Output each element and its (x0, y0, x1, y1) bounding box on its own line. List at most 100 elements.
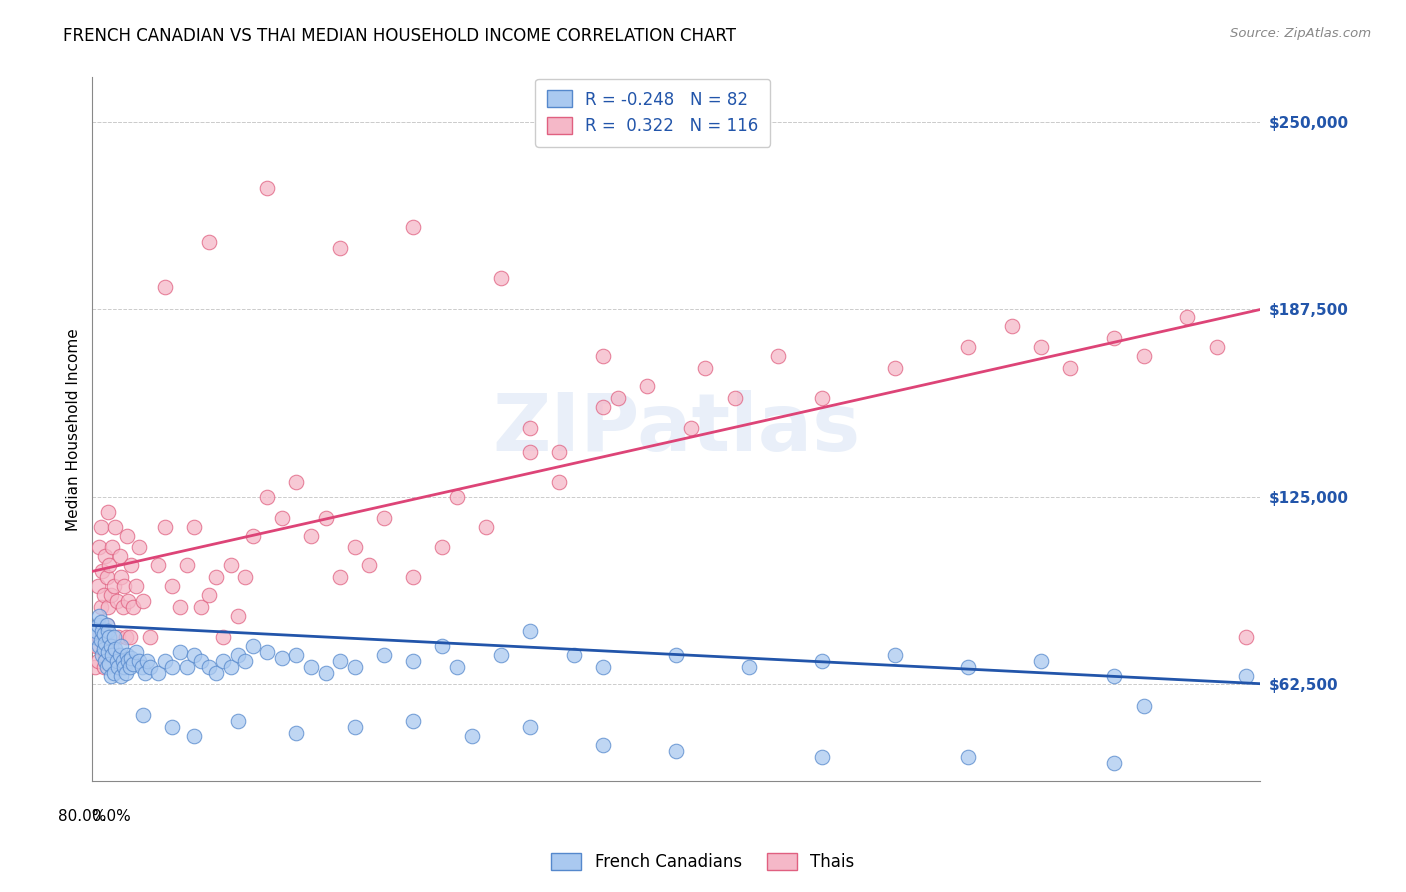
Point (136, 654, 159, 668)
Point (242, 640, 264, 654)
Point (101, 648, 124, 663)
Text: FRENCH CANADIAN VS THAI MEDIAN HOUSEHOLD INCOME CORRELATION CHART: FRENCH CANADIAN VS THAI MEDIAN HOUSEHOLD… (63, 27, 737, 45)
Point (162, 660, 184, 674)
Point (190, 654, 212, 668)
Point (103, 666, 125, 681)
Point (100, 669, 122, 683)
Point (162, 579, 184, 593)
Point (105, 654, 128, 668)
Point (1175, 310, 1198, 324)
Point (695, 360, 717, 375)
Point (89, 609, 111, 624)
Point (359, 558, 381, 573)
Point (226, 648, 249, 663)
Point (96, 618, 118, 632)
Point (432, 541, 454, 555)
Point (212, 654, 235, 668)
Point (94, 549, 117, 564)
Point (118, 660, 141, 674)
Point (120, 651, 142, 665)
Point (117, 594, 139, 608)
Text: Source: ZipAtlas.com: Source: ZipAtlas.com (1230, 27, 1371, 40)
Point (90, 600, 112, 615)
Point (94, 636, 117, 650)
Point (104, 642, 127, 657)
Point (183, 519, 205, 533)
Point (121, 657, 143, 672)
Point (153, 519, 176, 533)
Point (592, 738, 614, 752)
Point (134, 666, 156, 681)
Point (93, 642, 115, 657)
Point (97, 624, 120, 639)
Point (190, 600, 212, 615)
Point (329, 654, 352, 668)
Point (183, 729, 205, 743)
Point (97, 645, 120, 659)
Point (96, 660, 118, 674)
Point (219, 558, 242, 573)
Point (299, 660, 322, 674)
Point (86, 624, 108, 639)
Point (1234, 669, 1257, 683)
Point (548, 444, 571, 458)
Point (108, 648, 131, 663)
Point (110, 640, 132, 654)
Point (562, 648, 585, 663)
Point (285, 726, 308, 740)
Point (146, 666, 169, 681)
Point (128, 541, 150, 555)
Point (114, 666, 136, 681)
Text: 0.0%: 0.0% (91, 809, 131, 824)
Point (111, 654, 134, 668)
Point (460, 729, 482, 743)
Point (519, 444, 541, 458)
Point (1031, 654, 1053, 668)
Point (489, 271, 512, 285)
Point (125, 579, 148, 593)
Point (884, 648, 907, 663)
Point (256, 490, 278, 504)
Point (636, 379, 658, 393)
Point (329, 570, 352, 584)
Point (884, 360, 907, 375)
Point (957, 660, 980, 674)
Point (205, 570, 228, 584)
Point (117, 654, 139, 668)
Point (197, 235, 219, 249)
Point (446, 660, 468, 674)
Point (402, 570, 425, 584)
Point (176, 660, 198, 674)
Point (606, 391, 628, 405)
Point (226, 714, 249, 728)
Point (103, 579, 125, 593)
Point (110, 570, 132, 584)
Point (112, 660, 135, 674)
Point (91, 648, 114, 663)
Point (97, 504, 120, 518)
Point (489, 648, 512, 663)
Point (94, 654, 117, 668)
Point (107, 630, 129, 644)
Point (197, 588, 219, 602)
Point (146, 558, 169, 573)
Point (112, 579, 135, 593)
Point (299, 528, 322, 542)
Point (83, 630, 105, 644)
Point (114, 630, 136, 644)
Point (118, 630, 141, 644)
Point (957, 750, 980, 764)
Point (100, 640, 122, 654)
Point (128, 654, 150, 668)
Point (139, 660, 162, 674)
Point (103, 630, 125, 644)
Point (111, 600, 134, 615)
Point (285, 648, 308, 663)
Text: ZIPatlas: ZIPatlas (492, 390, 860, 468)
Point (1132, 349, 1154, 363)
Point (226, 609, 249, 624)
Point (285, 475, 308, 489)
Point (169, 600, 191, 615)
Point (270, 651, 292, 665)
Text: 80.0%: 80.0% (58, 809, 107, 824)
